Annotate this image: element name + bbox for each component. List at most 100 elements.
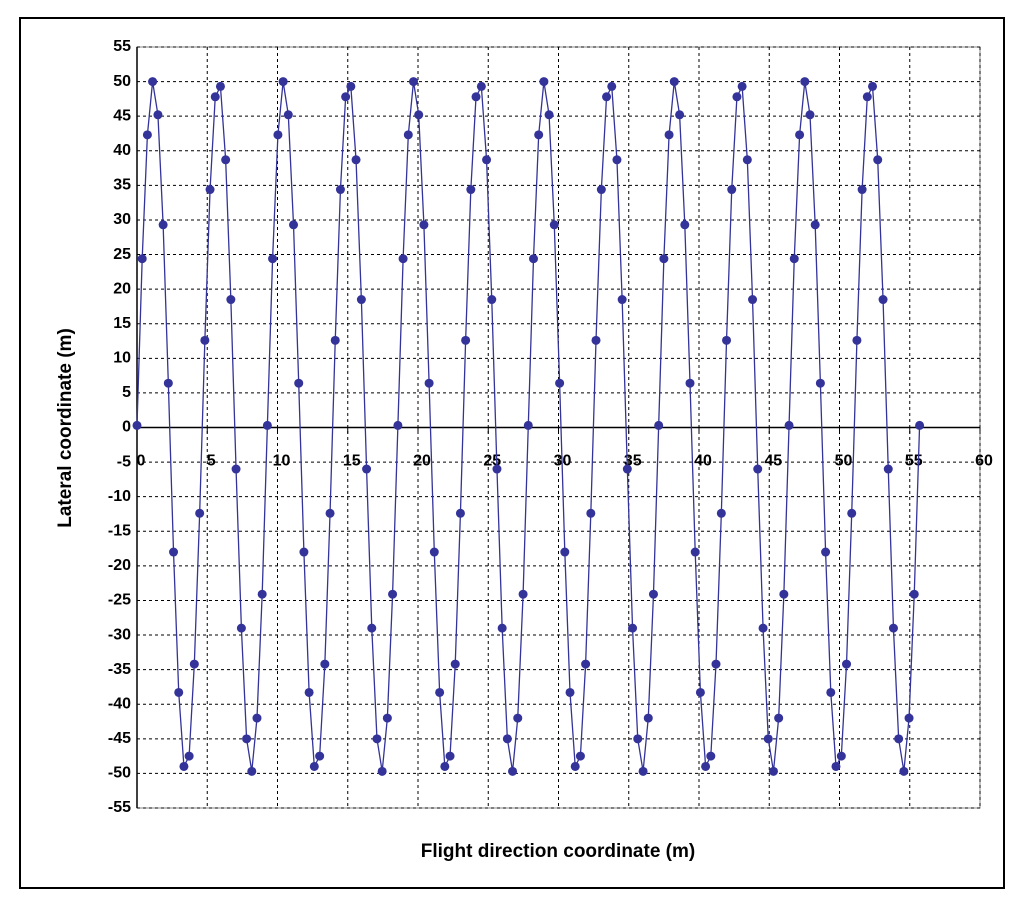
point: [847, 508, 857, 518]
point: [445, 751, 455, 761]
point: [633, 734, 643, 744]
point: [351, 155, 361, 165]
point: [388, 589, 398, 599]
point: [727, 185, 737, 195]
point: [148, 77, 158, 87]
point: [643, 713, 653, 723]
point: [596, 185, 606, 195]
point: [315, 751, 325, 761]
point: [560, 547, 570, 557]
point: [706, 751, 716, 761]
point: [836, 751, 846, 761]
point: [424, 378, 434, 388]
x-tick-label: 0: [137, 453, 146, 470]
point: [450, 659, 460, 669]
point: [528, 254, 538, 264]
point: [685, 378, 695, 388]
point: [586, 508, 596, 518]
point: [273, 130, 283, 140]
point: [539, 77, 549, 87]
point: [487, 295, 497, 305]
point: [774, 713, 784, 723]
point: [346, 81, 356, 91]
point: [497, 623, 507, 633]
x-tick-label: 55: [905, 453, 923, 470]
point: [283, 110, 293, 120]
point: [800, 77, 810, 87]
point: [262, 420, 272, 430]
point: [842, 659, 852, 669]
point: [169, 547, 179, 557]
y-tick-label: 50: [113, 73, 131, 90]
point: [289, 220, 299, 230]
point: [648, 589, 658, 599]
point: [471, 92, 481, 102]
point: [393, 420, 403, 430]
point: [215, 81, 225, 91]
point: [690, 547, 700, 557]
point: [419, 220, 429, 230]
point: [742, 155, 752, 165]
point: [716, 508, 726, 518]
point: [795, 130, 805, 140]
point: [868, 81, 878, 91]
point: [607, 81, 617, 91]
point: [221, 155, 231, 165]
point: [492, 464, 502, 474]
y-tick-label: -35: [108, 661, 131, 678]
point: [247, 766, 257, 776]
point: [915, 420, 925, 430]
y-tick-label: 20: [113, 280, 131, 297]
point: [602, 92, 612, 102]
point: [581, 659, 591, 669]
y-tick-label: -5: [117, 453, 131, 470]
point: [575, 751, 585, 761]
point: [654, 420, 664, 430]
point: [382, 713, 392, 723]
x-tick-label: 40: [694, 453, 712, 470]
point: [153, 110, 163, 120]
x-tick-label: 50: [835, 453, 853, 470]
point: [200, 335, 210, 345]
point: [622, 464, 632, 474]
point: [409, 77, 419, 87]
point: [753, 464, 763, 474]
point: [518, 589, 528, 599]
x-axis-title: Flight direction coordinate (m): [421, 841, 695, 862]
point: [805, 110, 815, 120]
point: [826, 687, 836, 697]
point: [904, 713, 914, 723]
point: [883, 464, 893, 474]
point: [732, 92, 742, 102]
x-tick-label: 5: [207, 453, 216, 470]
y-tick-label: 30: [113, 211, 131, 228]
point: [831, 761, 841, 771]
point: [612, 155, 622, 165]
point: [398, 254, 408, 264]
x-tick-label: 20: [413, 453, 431, 470]
point: [899, 766, 909, 776]
point: [779, 589, 789, 599]
point: [257, 589, 267, 599]
y-tick-label: -10: [108, 488, 131, 505]
y-tick-label: -40: [108, 695, 131, 712]
point: [695, 687, 705, 697]
point: [722, 335, 732, 345]
point: [205, 185, 215, 195]
point: [325, 508, 335, 518]
point: [659, 254, 669, 264]
point: [894, 734, 904, 744]
point: [508, 766, 518, 776]
x-tick-label: 15: [343, 453, 361, 470]
point: [242, 734, 252, 744]
point: [701, 761, 711, 771]
point: [367, 623, 377, 633]
point: [163, 378, 173, 388]
point: [377, 766, 387, 776]
point: [737, 81, 747, 91]
point: [299, 547, 309, 557]
point: [278, 77, 288, 87]
y-tick-label: -55: [108, 799, 131, 816]
point: [628, 623, 638, 633]
point: [513, 713, 523, 723]
